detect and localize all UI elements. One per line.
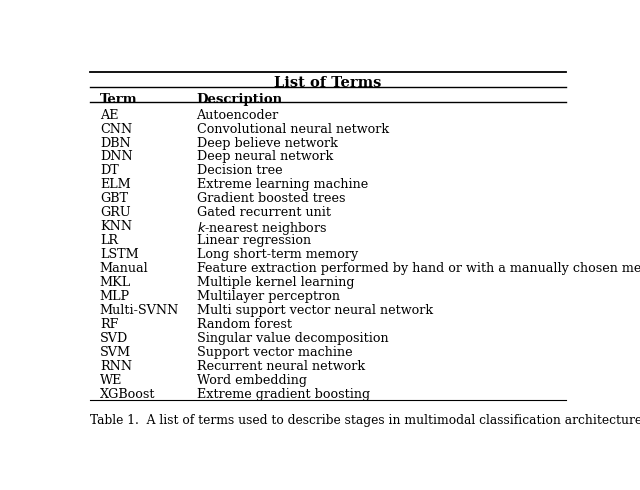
Text: LR: LR [100,234,118,247]
Text: ELM: ELM [100,178,131,192]
Text: Support vector machine: Support vector machine [196,346,352,359]
Text: Random forest: Random forest [196,318,292,331]
Text: Manual: Manual [100,262,148,275]
Text: MLP: MLP [100,290,130,303]
Text: MKL: MKL [100,276,131,289]
Text: WE: WE [100,374,122,387]
Text: Singular value decomposition: Singular value decomposition [196,332,388,345]
Text: Gated recurrent unit: Gated recurrent unit [196,206,331,220]
Text: AE: AE [100,109,118,122]
Text: CNN: CNN [100,122,132,136]
Text: GBT: GBT [100,193,128,205]
Text: Word embedding: Word embedding [196,374,307,387]
Text: Multi-SVNN: Multi-SVNN [100,304,179,317]
Text: Deep neural network: Deep neural network [196,150,333,164]
Text: Recurrent neural network: Recurrent neural network [196,360,365,373]
Text: List of Terms: List of Terms [275,76,381,90]
Text: Multiple kernel learning: Multiple kernel learning [196,276,354,289]
Text: Feature extraction performed by hand or with a manually chosen method: Feature extraction performed by hand or … [196,262,640,275]
Text: SVM: SVM [100,346,131,359]
Text: Term: Term [100,93,138,106]
Text: Long short-term memory: Long short-term memory [196,248,358,261]
Text: RF: RF [100,318,118,331]
Text: RNN: RNN [100,360,132,373]
Text: Extreme gradient boosting: Extreme gradient boosting [196,388,370,401]
Text: Multilayer perceptron: Multilayer perceptron [196,290,340,303]
Text: Description: Description [196,93,283,106]
Text: Extreme learning machine: Extreme learning machine [196,178,368,192]
Text: $k$-nearest neighbors: $k$-nearest neighbors [196,220,327,237]
Text: SVD: SVD [100,332,128,345]
Text: Deep believe network: Deep believe network [196,137,337,149]
Text: Multi support vector neural network: Multi support vector neural network [196,304,433,317]
Text: Decision tree: Decision tree [196,165,282,177]
Text: DT: DT [100,165,118,177]
Text: DNN: DNN [100,150,132,164]
Text: Gradient boosted trees: Gradient boosted trees [196,193,345,205]
Text: KNN: KNN [100,220,132,233]
Text: LSTM: LSTM [100,248,139,261]
Text: GRU: GRU [100,206,131,220]
Text: Table 1.  A list of terms used to describe stages in multimodal classification a: Table 1. A list of terms used to describ… [90,414,640,427]
Text: Autoencoder: Autoencoder [196,109,279,122]
Text: XGBoost: XGBoost [100,388,156,401]
Text: DBN: DBN [100,137,131,149]
Text: Linear regression: Linear regression [196,234,310,247]
Text: Convolutional neural network: Convolutional neural network [196,122,388,136]
